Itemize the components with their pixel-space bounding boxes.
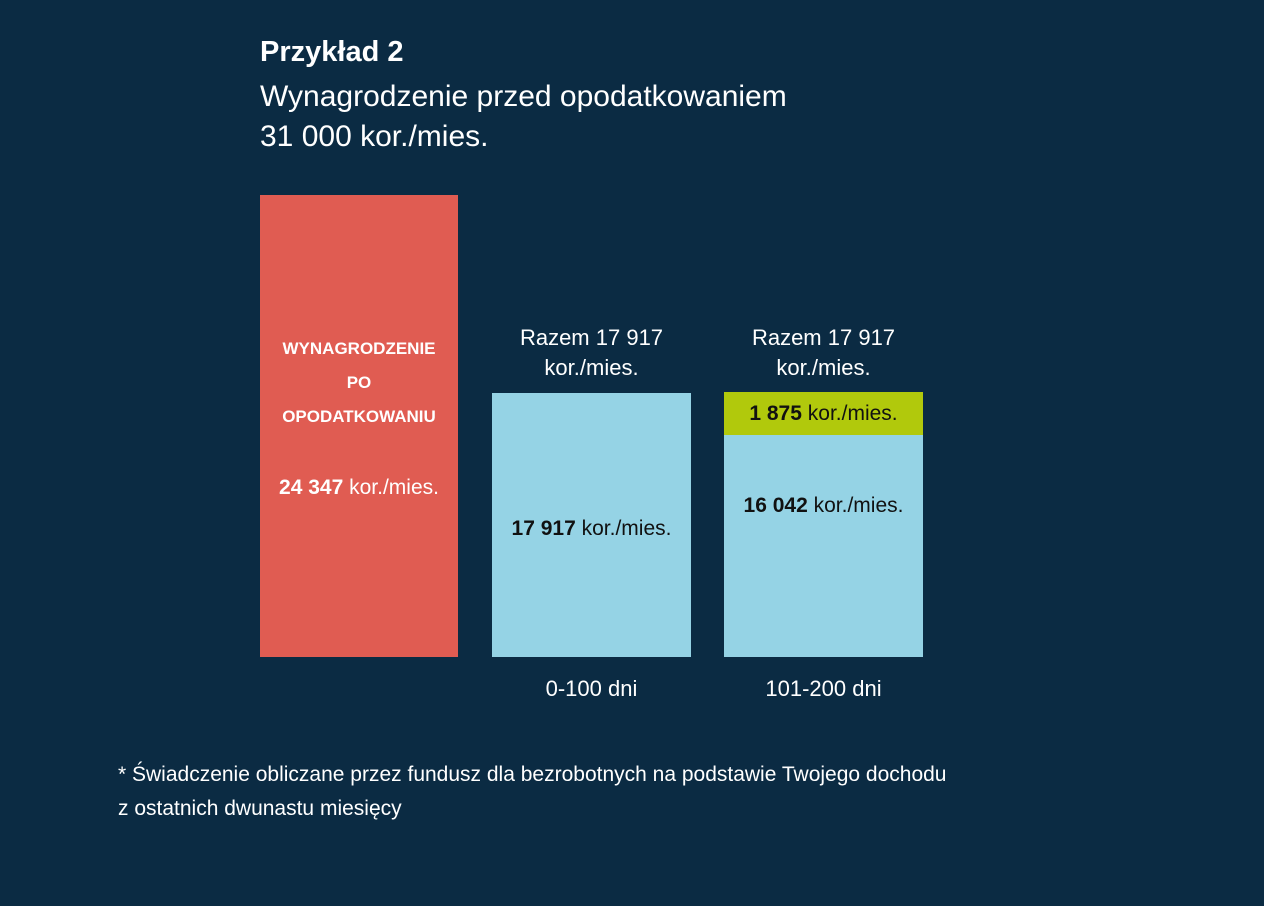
total-label: Razem 17 917 kor./mies.: [751, 325, 896, 380]
data-label: 1 875 kor./mies.: [749, 401, 898, 425]
chart-subtitle-amount: 31 000 kor./mies.: [260, 120, 489, 153]
bar-benefit-0-100: 17 917 kor./mies.: [492, 393, 691, 657]
bar-benefit-101-200: 16 042 kor./mies.: [724, 435, 923, 657]
x-tick-label: 0-100 dni: [545, 676, 638, 701]
bar-supplement-101-200: 1 875 kor./mies.: [724, 392, 923, 435]
footnote: z ostatnich dwunastu miesięcy: [118, 797, 402, 820]
bar-label: WYNAGRODZENIE PO OPODATKOWANIU: [282, 339, 436, 426]
x-tick-label: 101-200 dni: [765, 676, 882, 701]
data-label: 24 347 kor./mies.: [279, 476, 439, 499]
chart-title: Przykład 2: [260, 36, 404, 68]
chart-subtitle: Wynagrodzenie przed opodatkowaniem: [260, 80, 787, 113]
footnote: * Świadczenie obliczane przez fundusz dl…: [118, 763, 947, 786]
total-label: Razem 17 917 kor./mies.: [519, 325, 664, 380]
data-label: 17 917 kor./mies.: [511, 517, 672, 540]
bar-net-salary: WYNAGRODZENIE PO OPODATKOWANIU 24 347 ko…: [260, 195, 458, 657]
data-label: 16 042 kor./mies.: [743, 494, 904, 517]
